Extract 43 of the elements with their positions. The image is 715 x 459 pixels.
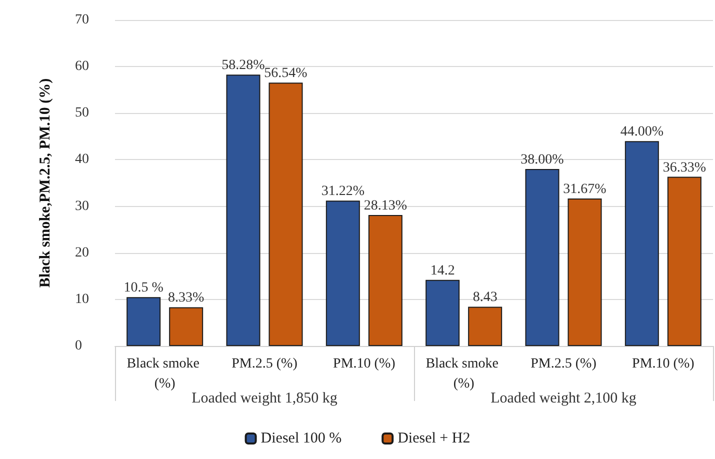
bar [169, 307, 204, 346]
y-tick-label: 0 [75, 338, 82, 354]
legend-label: Diesel + H2 [398, 430, 470, 446]
bar [368, 214, 402, 346]
bar [525, 169, 560, 346]
x-tick-label: PM.10 (%) [632, 356, 695, 372]
data-label: 28.13% [364, 198, 408, 214]
y-tick-label: 20 [75, 245, 89, 260]
data-label: 56.54% [264, 66, 308, 82]
bar [667, 176, 702, 346]
bar [326, 200, 360, 346]
text: Loaded weight 2,100 kg [490, 390, 637, 406]
y-tick-label: 40 [75, 152, 89, 168]
y-tick-label: 30 [75, 198, 89, 214]
text: Loaded weight 1,850 kg [192, 390, 338, 406]
bar [624, 141, 659, 346]
bar [568, 198, 602, 346]
y-tick-label: 50 [75, 106, 89, 121]
data-label: 44.00% [620, 124, 664, 140]
bar [126, 297, 161, 346]
x-tick-label: PM.2.5 (%) [530, 356, 597, 372]
x-tick-label: Black smoke (%) [126, 356, 203, 392]
bar [226, 74, 260, 346]
bar [468, 306, 502, 346]
bar [268, 82, 303, 346]
y-tick-label: 60 [75, 59, 89, 74]
y-tick-label: 70 [75, 12, 89, 28]
data-label: 38.00% [520, 152, 564, 168]
bar [426, 280, 460, 346]
data-label: 8.43 [472, 290, 498, 306]
data-label: 31.67% [563, 182, 607, 198]
y-tick-label: 10 [75, 292, 89, 307]
data-label: 36.33% [662, 160, 706, 176]
legend-label: Diesel 100 % [260, 430, 342, 446]
data-label: 58.28% [222, 58, 266, 74]
data-label: 31.22% [321, 184, 365, 200]
data-label: 14.2 [430, 263, 455, 278]
data-label: 8.33% [168, 290, 204, 306]
x-tick-label: PM.2.5 (%) [232, 356, 298, 372]
data-label: 10.5 % [124, 280, 164, 296]
y-axis-title: Black smoke,PM.2.5, PM.10 (%) [38, 78, 54, 288]
x-tick-label: Black smoke (%) [426, 356, 502, 392]
x-tick-label: PM.10 (%) [333, 356, 396, 372]
